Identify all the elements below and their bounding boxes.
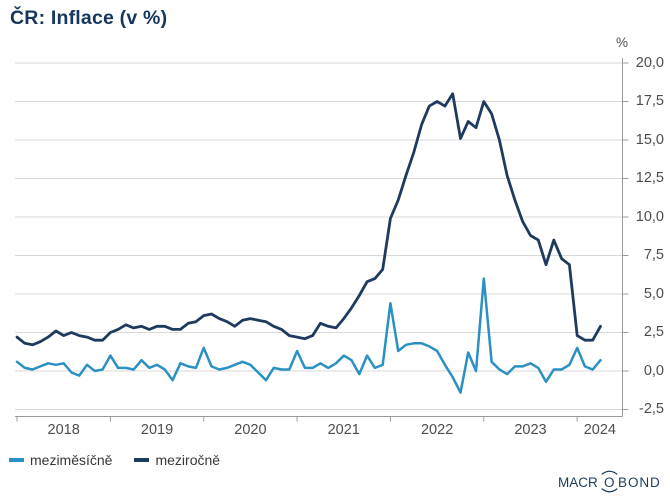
x-tick-label: 2020	[234, 422, 267, 438]
legend-item-mom: meziměsíčně	[9, 452, 112, 468]
y-tick-label: 5,0	[643, 285, 664, 302]
y-tick-label: 2,5	[643, 324, 664, 340]
logo-text-bond: BOND	[618, 475, 661, 490]
y-tick-label: 15,0	[635, 131, 664, 148]
y-tick-label: -2,5	[639, 401, 664, 417]
y-tick-label: 7,5	[643, 247, 664, 263]
mom-series-swatch	[9, 458, 24, 462]
mom-series-line	[15, 277, 602, 394]
y-tick-label: 10,0	[635, 208, 664, 225]
yoy-series-line	[15, 92, 602, 347]
y-axis-unit-label: %	[615, 35, 628, 50]
legend: meziměsíčně meziročně	[9, 452, 242, 468]
y-tick-label: 17,5	[635, 93, 664, 109]
x-tick-label: 2023	[514, 422, 547, 438]
legend-item-yoy: meziročně	[134, 452, 220, 468]
chart-title: ČR: Inflace (v %)	[10, 7, 168, 29]
y-tick-label: 20,0	[635, 54, 664, 71]
logo-text-o: O	[604, 475, 616, 490]
x-tick-label: 2019	[140, 422, 174, 438]
logo-arc-bottom	[601, 488, 618, 493]
yoy-series-swatch	[134, 458, 150, 462]
macrobond-logo: MACR O BOND	[558, 470, 661, 493]
y-tick-label: 12,5	[635, 170, 664, 186]
y-tick-label: 0,0	[643, 362, 664, 379]
legend-label-mom: meziměsíčně	[30, 452, 113, 468]
x-tick-label: 2022	[420, 422, 454, 438]
logo-text-macr: MACR	[558, 475, 599, 490]
x-tick-label: 2024	[583, 422, 616, 438]
logo-arc-top	[601, 470, 618, 475]
legend-label-yoy: meziročně	[155, 452, 221, 468]
x-tick-label: 2021	[327, 422, 360, 438]
x-tick-label: 2018	[47, 422, 80, 438]
